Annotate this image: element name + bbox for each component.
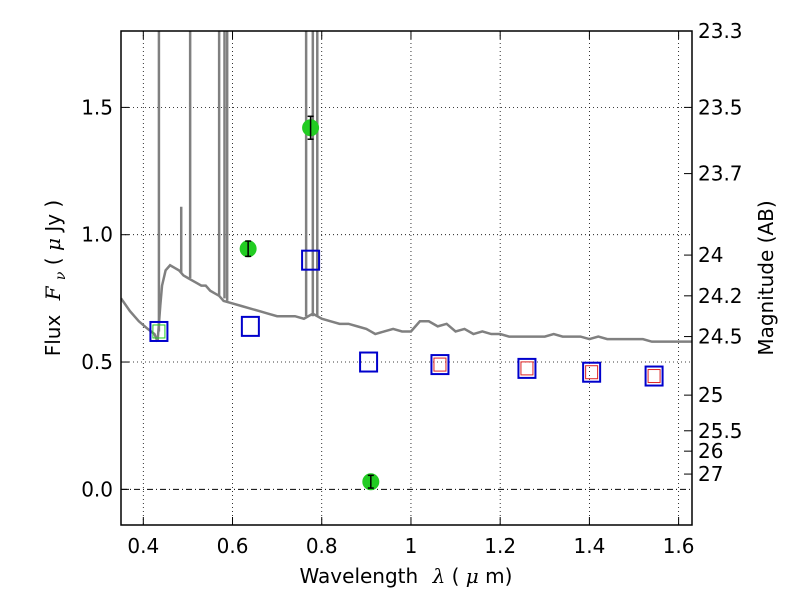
y2-tick-label: 23.5 <box>698 95 743 119</box>
x-tick-label: 1.4 <box>573 534 605 558</box>
x-tick-label: 1.6 <box>663 534 695 558</box>
y-axis-symbol-sub: ν <box>53 271 69 280</box>
model-photometry-square <box>149 320 169 342</box>
y-axis-unit-rest: Jy ) <box>41 200 65 234</box>
inner-square <box>152 324 166 339</box>
y-tick-label: 0.0 <box>81 477 113 501</box>
model-photometry-square <box>430 354 450 376</box>
observed-photometry-points <box>239 115 380 491</box>
model-spectrum-line <box>121 263 692 343</box>
y-axis-label-text: Flux <box>41 315 65 357</box>
y-axis-unit-mu: μ <box>41 238 65 251</box>
axis-ticks <box>121 30 692 525</box>
y2-tick-label: 24 <box>698 243 723 267</box>
y-tick-label: 1.5 <box>81 95 113 119</box>
y-axis-unit-open: ( <box>41 251 65 265</box>
model-photometry-square <box>301 249 321 271</box>
x-tick-label: 0.4 <box>127 534 159 558</box>
x-tick-label: 1 <box>405 534 418 558</box>
x-tick-label: 1.2 <box>484 534 516 558</box>
inner-squares <box>152 324 661 384</box>
model-photometry-square <box>644 365 664 387</box>
y2-tick-label: 25.5 <box>698 419 743 443</box>
x-tick-labels: 0.4 0.6 0.8 1 1.2 1.4 1.6 <box>127 534 694 558</box>
x-axis-label-text: Wavelength <box>300 564 419 588</box>
y-axis-label: Flux F ν ( μ Jy ) <box>41 200 70 357</box>
y2-tick-label: 27 <box>698 462 723 486</box>
y2-tick-label: 23.3 <box>698 19 743 43</box>
model-spectrum <box>121 263 692 343</box>
model-photometry-square <box>582 361 602 383</box>
y-tick-label: 0.5 <box>81 350 113 374</box>
x-axis-unit-open: ( <box>452 564 460 588</box>
y2-axis-label: Magnitude (AB) <box>754 200 778 355</box>
plot-frame <box>120 30 693 526</box>
x-axis-symbol: λ <box>432 564 446 588</box>
x-axis-unit-mu: μ <box>466 564 479 588</box>
y2-tick-label: 26 <box>698 439 723 463</box>
x-axis-unit-rest: m) <box>485 564 512 588</box>
x-axis-label: Wavelength λ ( μ m) <box>300 564 513 588</box>
plot-area <box>121 31 692 491</box>
model-photometry-square <box>240 315 260 337</box>
y-tick-labels: 0.0 0.5 1.0 1.5 <box>81 95 113 501</box>
y2-tick-label: 24.5 <box>698 325 743 349</box>
y2-tick-label: 25 <box>698 383 723 407</box>
y-axis-symbol: F <box>41 285 65 301</box>
model-photometry-square <box>359 351 379 373</box>
inner-square <box>585 365 599 380</box>
inner-square <box>433 357 447 372</box>
y2-tick-label: 23.7 <box>698 162 743 186</box>
model-photometry-squares <box>149 249 664 387</box>
x-tick-label: 0.8 <box>306 534 338 558</box>
inner-square <box>520 361 534 376</box>
y-tick-label: 1.0 <box>81 223 113 247</box>
x-tick-label: 0.6 <box>217 534 249 558</box>
model-photometry-square <box>517 357 537 379</box>
inner-square <box>647 369 661 384</box>
emission-lines <box>157 31 319 332</box>
y2-tick-label: 24.2 <box>698 284 743 308</box>
